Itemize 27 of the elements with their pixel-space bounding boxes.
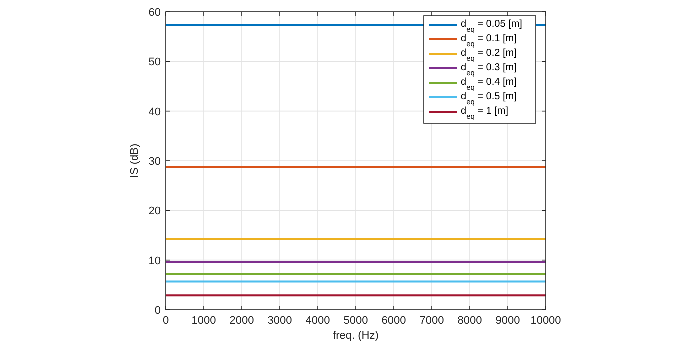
x-tick-label: 9000 (496, 315, 520, 327)
legend-label: d$_{eq}$ = 0.5 [m] (461, 92, 518, 106)
x-tick-label: 7000 (420, 315, 444, 327)
legend-label: d$_{eq}$ = 0.4 [m] (461, 77, 518, 92)
x-axis-title: freq. (Hz) (333, 330, 379, 342)
y-axis-title: IS (dB) (129, 144, 141, 178)
legend-label: d$_{eq}$ = 0.3 [m] (461, 62, 518, 77)
x-tick-label: 3000 (268, 315, 292, 327)
y-tick-label: 20 (148, 206, 161, 218)
x-tick-label: 10000 (530, 315, 562, 327)
y-tick-label: 50 (148, 56, 161, 69)
x-tick-label: 2000 (230, 315, 254, 327)
legend-label: d$_{eq}$ = 0.2 [m] (461, 48, 518, 62)
legend-label: d$_{eq}$ = 0.05 [m] (461, 19, 523, 34)
y-tick-label: 10 (148, 255, 161, 268)
x-tick-label: 8000 (458, 315, 482, 327)
y-tick-label: 60 (148, 7, 161, 19)
legend-label: d$_{eq}$ = 0.1 [m] (461, 34, 518, 48)
x-tick-label: 6000 (382, 315, 406, 327)
x-tick-label: 5000 (344, 315, 368, 327)
y-tick-label: 30 (148, 156, 161, 168)
y-tick-label: 0 (154, 305, 161, 317)
x-tick-label: 4000 (306, 315, 330, 327)
y-tick-label: 40 (148, 106, 161, 118)
legend-label: d$_{eq}$ = 1 [m] (461, 106, 509, 120)
x-tick-label: 1000 (192, 315, 216, 327)
x-tick-label: 0 (162, 315, 170, 327)
